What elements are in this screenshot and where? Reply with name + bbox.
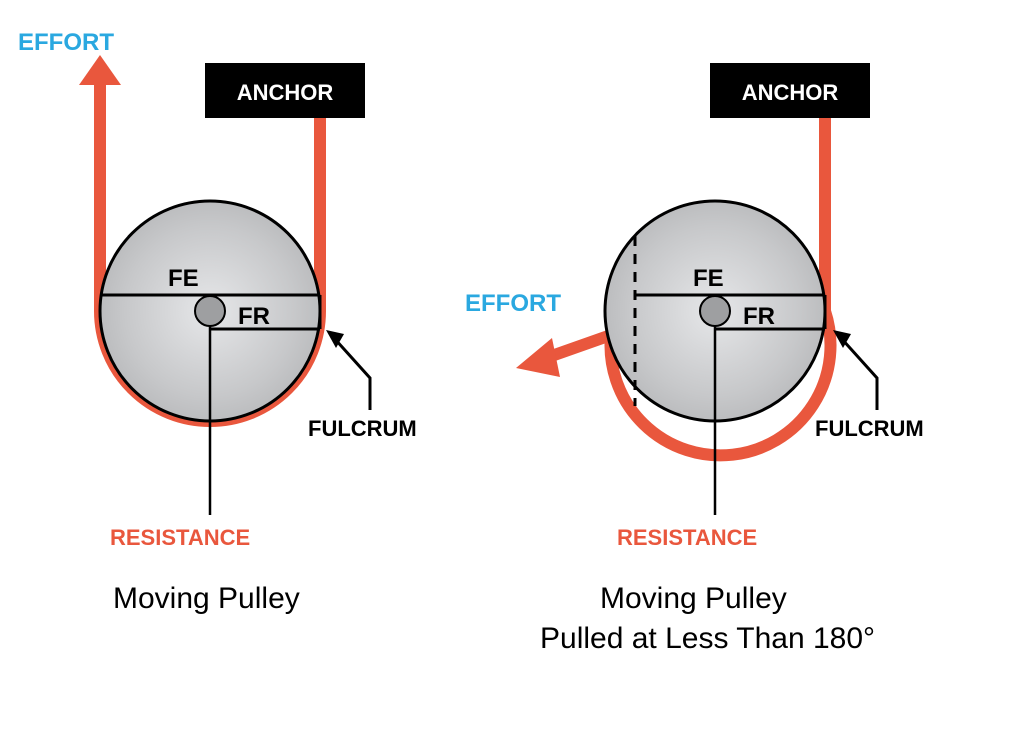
caption-left: Moving Pulley (113, 582, 300, 615)
resistance-label-right: RESISTANCE (617, 525, 757, 550)
fulcrum-label-right: FULCRUM (815, 416, 924, 441)
effort-label-left: EFFORT (18, 29, 114, 56)
left-diagram: ANCHOR EFFORT FE FR FULCRUM RESISTANCE M… (18, 29, 417, 615)
fr-label-left: FR (238, 303, 270, 330)
axle-left (195, 296, 225, 326)
caption-right-line1: Moving Pulley (600, 582, 787, 615)
anchor-label-right: ANCHOR (742, 80, 839, 105)
fulcrum-pointer-right (841, 338, 877, 410)
anchor-label-left: ANCHOR (237, 80, 334, 105)
axle-right (700, 296, 730, 326)
fe-label-right: FE (693, 265, 724, 292)
right-diagram: ANCHOR EFFORT FE FR FULCRUM RESISTANCE M… (465, 63, 924, 655)
fr-label-right: FR (743, 303, 775, 330)
pulley-diagram: ANCHOR EFFORT FE FR FULCRUM RESISTANCE M… (0, 0, 1024, 737)
effort-label-right: EFFORT (465, 290, 561, 317)
caption-right-line2: Pulled at Less Than 180° (540, 622, 875, 655)
fulcrum-pointer-left (334, 338, 370, 410)
fulcrum-label-left: FULCRUM (308, 416, 417, 441)
effort-arrow-head-right (516, 338, 560, 377)
effort-arrow-head-left (79, 55, 121, 85)
fe-label-left: FE (168, 265, 199, 292)
resistance-label-left: RESISTANCE (110, 525, 250, 550)
